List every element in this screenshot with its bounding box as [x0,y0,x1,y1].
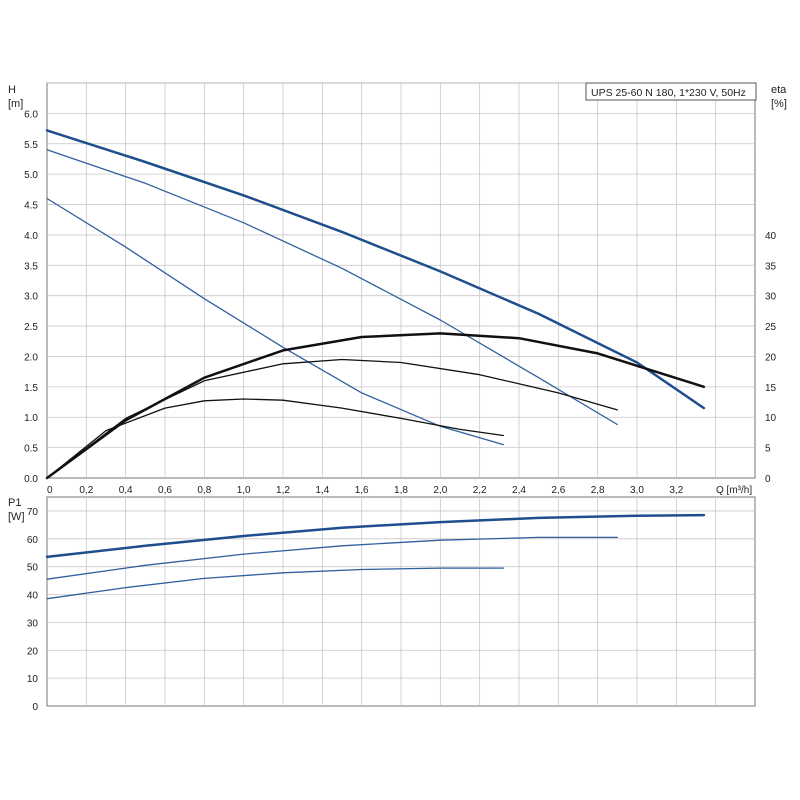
efficiency-tick-label: 30 [765,292,777,303]
power-tick-label: 50 [27,563,39,574]
power-tick-label: 70 [27,507,39,518]
head-plot-grid [47,82,755,478]
head-tick-label: 3.0 [24,292,38,303]
head-tick-label: 1.0 [24,413,38,424]
efficiency-tick-label: 5 [765,444,771,455]
power-tick-label: 0 [32,702,38,713]
power-curve-1 [45,513,706,559]
flow-tick-label: 2,8 [591,485,605,496]
flow-tick-label: 1,6 [355,485,369,496]
efficiency-y-tick-labels: 0 5 10 15 20 25 30 35 40 [765,231,777,485]
power-tick-label: 30 [27,618,39,629]
efficiency-tick-label: 25 [765,322,777,333]
flow-tick-label: 0,4 [119,485,133,496]
power-tick-label: 60 [27,535,39,546]
power-axis-unit: [W] [8,511,25,523]
head-tick-label: 0.0 [24,474,38,485]
head-axis-label: H [8,84,16,96]
flow-tick-label: 0,8 [197,485,211,496]
power-tick-label: 10 [27,674,39,685]
head-tick-label: 2.5 [24,322,38,333]
flow-tick-label: 3,2 [669,485,683,496]
efficiency-axis-unit: [%] [771,98,787,110]
head-curve-2 [46,149,618,426]
efficiency-tick-label: 0 [765,474,771,485]
head-curve-1 [45,129,706,410]
flow-tick-label: 2,2 [473,485,487,496]
head-tick-label: 6.0 [24,109,38,120]
chart-title-box [585,82,757,101]
efficiency-curve-5 [46,358,618,479]
flow-tick-label: 0 [47,485,53,496]
power-curve-3 [46,567,504,600]
head-tick-label: 5.5 [24,140,38,151]
efficiency-axis-label: eta [771,84,787,96]
flow-tick-label: 2,4 [512,485,526,496]
power-series [45,513,706,600]
flow-x-tick-labels: 0 0,2 0,4 0,6 0,8 1,0 1,2 1,4 1,6 1,8 2,0 2,2 2,4 2,6… [47,485,684,496]
flow-tick-label: 0,6 [158,485,172,496]
efficiency-tick-label: 15 [765,383,777,394]
flow-tick-label: 1,0 [237,485,251,496]
power-curve-2 [46,536,618,580]
efficiency-tick-label: 10 [765,413,777,424]
power-plot: 0 10 20 30 40 50 60 70 P1 [W] [8,496,756,713]
efficiency-tick-label: 40 [765,231,777,242]
efficiency-curve-6 [46,398,504,479]
power-plot-grid [47,497,755,706]
power-tick-label: 20 [27,646,39,657]
head-curve-3 [46,197,504,446]
head-y-tick-labels: 0.0 0.5 1.0 1.5 2.0 2.5 3.0 3.5 4.0 4.5 5.0 5.5 6.0 [24,109,38,485]
head-efficiency-plot: 0.00.51.01.52.02.53.03.54.04.55.05.56.0 … [8,82,787,496]
flow-tick-label: 1,2 [276,485,290,496]
head-tick-label: 3.5 [24,261,38,272]
efficiency-tick-label: 35 [765,261,777,272]
head-tick-label: 4.0 [24,231,38,242]
flow-tick-label: 2,6 [551,485,565,496]
efficiency-tick-label: 20 [765,352,777,363]
head-tick-label: 5.0 [24,170,38,181]
head-tick-label: 4.5 [24,201,38,212]
efficiency-curve-4 [45,332,706,480]
flow-tick-label: 0,2 [79,485,93,496]
head-tick-label: 0.5 [24,444,38,455]
power-y-tick-labels: 0 10 20 30 40 50 60 70 [27,507,39,713]
head-axis-unit: [m] [8,98,23,110]
flow-tick-label: 1,4 [315,485,329,496]
flow-tick-label: 3,0 [630,485,644,496]
power-tick-label: 40 [27,591,39,602]
flow-tick-label: 2,0 [433,485,447,496]
power-axis-label: P1 [8,497,21,509]
flow-tick-label: 1,8 [394,485,408,496]
head-tick-label: 2.0 [24,352,38,363]
chart-title: UPS 25-60 N 180, 1*230 V, 50Hz [591,87,746,99]
head-efficiency-series [45,129,706,480]
head-tick-label: 1.5 [24,383,38,394]
flow-axis-label: Q [m³/h] [716,485,752,496]
